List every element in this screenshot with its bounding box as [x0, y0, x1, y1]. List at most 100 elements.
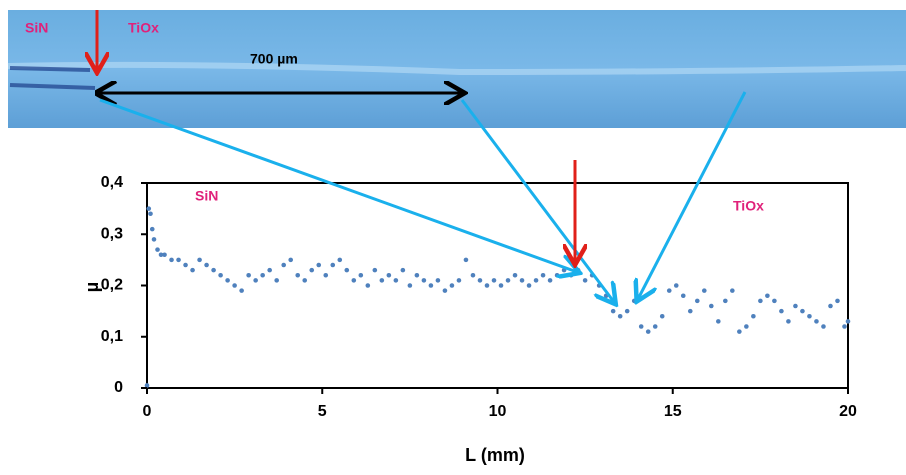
point	[379, 278, 385, 283]
point	[435, 278, 441, 283]
point	[814, 319, 819, 324]
point	[709, 303, 714, 309]
cyan-arrow	[460, 99, 614, 302]
point	[638, 324, 644, 329]
point	[414, 272, 420, 278]
x-tick-label: 15	[664, 403, 682, 420]
point	[673, 283, 679, 288]
point	[842, 324, 847, 329]
point	[158, 252, 164, 258]
point	[723, 298, 728, 304]
point	[316, 262, 322, 268]
point	[190, 267, 195, 273]
x-tick-label: 20	[839, 403, 857, 420]
point	[183, 262, 188, 268]
arrows	[99, 91, 747, 302]
point	[610, 308, 616, 314]
point	[274, 278, 279, 283]
point	[821, 324, 826, 329]
point	[547, 278, 553, 283]
point	[835, 298, 840, 304]
point	[225, 278, 230, 283]
point	[344, 267, 350, 273]
micrograph-label: SiN	[25, 20, 48, 36]
point	[540, 272, 546, 278]
point	[456, 278, 462, 283]
point	[568, 272, 574, 278]
point	[582, 278, 588, 283]
point	[645, 329, 651, 334]
point	[807, 313, 812, 319]
point	[765, 293, 770, 299]
point	[498, 283, 504, 288]
point	[302, 278, 308, 283]
point	[288, 257, 294, 263]
point	[197, 257, 202, 263]
micrograph	[7, 10, 906, 128]
point	[793, 303, 798, 309]
cyan-arrow	[638, 91, 747, 299]
point	[358, 272, 364, 278]
point	[470, 272, 476, 278]
point	[267, 267, 272, 273]
point	[162, 252, 167, 258]
x-tick-label: 10	[489, 403, 507, 420]
point	[751, 313, 756, 319]
point	[330, 262, 336, 268]
point	[218, 272, 223, 278]
point	[772, 298, 777, 304]
point	[554, 272, 560, 278]
y-axis-label: µ	[82, 282, 102, 292]
x-tick-label: 0	[143, 403, 152, 420]
point	[526, 283, 532, 288]
point	[449, 283, 455, 288]
point	[477, 278, 483, 283]
point	[694, 298, 700, 304]
point	[484, 283, 490, 288]
point	[680, 293, 686, 299]
point	[786, 319, 791, 324]
point	[365, 283, 371, 288]
micrograph-label: 700 µm	[250, 51, 298, 67]
point	[155, 247, 160, 252]
point	[151, 237, 157, 242]
point	[337, 257, 343, 263]
point	[169, 257, 174, 263]
point	[149, 226, 155, 232]
point	[659, 313, 665, 319]
annotation: SiN	[195, 188, 218, 204]
point	[505, 278, 511, 283]
cyan-arrow	[99, 98, 577, 272]
point	[428, 283, 434, 288]
y-tick-label: 0,1	[101, 328, 123, 345]
point	[744, 324, 749, 329]
point	[232, 283, 237, 288]
point	[407, 283, 413, 288]
point	[631, 298, 637, 304]
point	[295, 272, 301, 278]
y-tick-label: 0,2	[101, 277, 123, 294]
x-tick-label: 5	[318, 403, 327, 420]
point	[309, 267, 315, 273]
point	[491, 278, 497, 283]
point	[421, 278, 427, 283]
point	[519, 278, 525, 283]
point	[211, 267, 216, 273]
point	[351, 278, 357, 283]
point	[239, 288, 244, 293]
point	[779, 308, 784, 314]
point	[372, 267, 378, 273]
y-tick-label: 0	[114, 379, 123, 396]
point	[323, 272, 329, 278]
point	[624, 308, 630, 314]
debris	[9, 66, 96, 90]
chart-background	[57, 165, 870, 470]
point	[442, 288, 448, 293]
point	[204, 262, 209, 268]
point	[281, 262, 286, 268]
point	[148, 211, 153, 217]
point	[716, 319, 721, 324]
point	[176, 257, 181, 263]
point	[533, 278, 539, 283]
